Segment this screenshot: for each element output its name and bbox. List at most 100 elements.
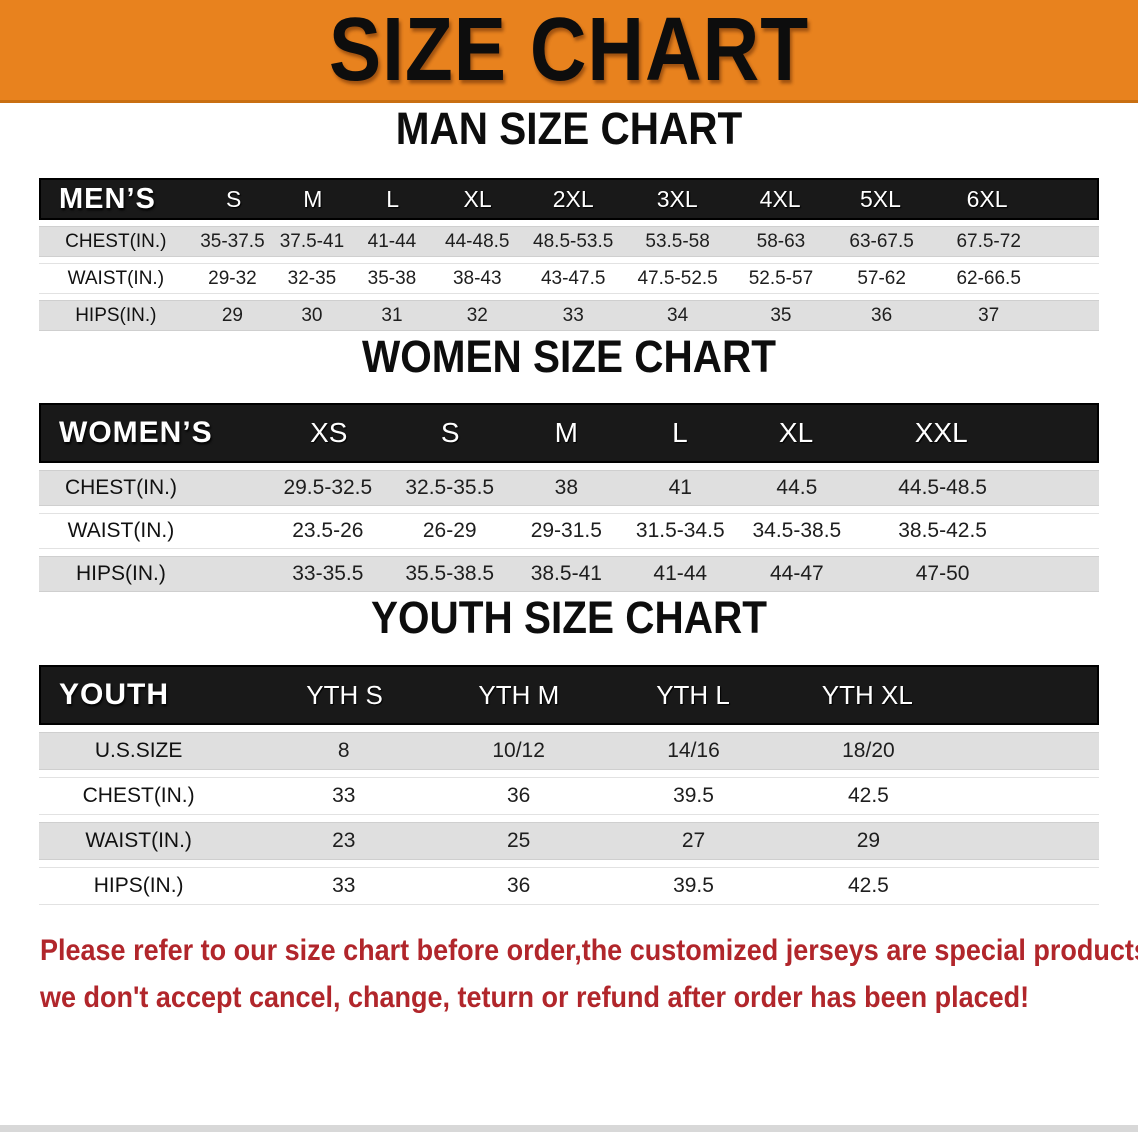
- size-value: 29.5-32.5: [283, 476, 373, 499]
- measurement-row: WAIST(IN.) 29-32 32-35 35-38 38-43 43-47.5 47.…: [39, 263, 1099, 294]
- size-chart-banner: SIZE CHART: [0, 0, 1138, 103]
- size-column-header: 6XL: [966, 185, 1008, 212]
- size-value: 37.5-41: [279, 230, 345, 252]
- size-value: 29-32: [208, 267, 257, 289]
- size-value: 47-50: [915, 562, 970, 585]
- size-column-header: L: [386, 185, 399, 212]
- size-value: 30: [301, 304, 323, 326]
- size-value: 29: [221, 304, 243, 326]
- size-column-header: XS: [310, 417, 348, 448]
- table-title: WOMEN’S: [59, 416, 213, 449]
- size-column-header: M: [554, 417, 578, 448]
- row-label: HIPS(IN.): [93, 874, 184, 897]
- size-column-header: YTH M: [478, 679, 560, 710]
- size-value: 14/16: [667, 739, 720, 762]
- size-value: 63-67.5: [849, 230, 914, 252]
- size-value: 57-62: [857, 267, 906, 289]
- size-value: 31: [381, 304, 403, 326]
- size-column-header: S: [440, 417, 460, 448]
- men-chart-heading: MAN SIZE CHART: [395, 103, 743, 154]
- size-column-header: M: [303, 185, 323, 212]
- women-size-table: WOMEN’S XS S M L XL XXL CHEST(IN.) 29.5-32.5 32.5…: [39, 403, 1099, 592]
- size-column-header: 4XL: [759, 185, 801, 212]
- row-label: HIPS(IN.): [76, 562, 166, 585]
- size-value: 10/12: [492, 739, 545, 762]
- row-label: CHEST(IN.): [64, 476, 177, 499]
- measurement-row: CHEST(IN.) 33 36 39.5 42.5: [39, 777, 1099, 815]
- size-value: 35.5-38.5: [405, 562, 495, 585]
- size-value: 43-47.5: [540, 267, 606, 289]
- measurement-row: WAIST(IN.) 23 25 27 29: [39, 822, 1099, 860]
- row-label: WAIST(IN.): [85, 829, 192, 852]
- row-label: WAIST(IN.): [67, 267, 165, 289]
- size-column-header: XL: [778, 417, 814, 448]
- size-value: 18/20: [842, 739, 895, 762]
- size-value: 23: [332, 829, 356, 852]
- size-value: 35: [770, 304, 792, 326]
- size-column-header: 5XL: [859, 185, 901, 212]
- size-value: 34: [667, 304, 689, 326]
- size-column-header: YTH L: [656, 679, 730, 710]
- size-value: 36: [871, 304, 893, 326]
- size-column-header: YTH XL: [821, 679, 913, 710]
- size-value: 52.5-57: [748, 267, 814, 289]
- size-value: 42.5: [847, 874, 889, 897]
- size-value: 34.5-38.5: [752, 519, 842, 542]
- size-value: 48.5-53.5: [533, 230, 614, 252]
- size-value: 44-47: [770, 562, 824, 585]
- disclaimer-line-2: we don't accept cancel, change, teturn o…: [40, 981, 1030, 1014]
- size-value: 44-48.5: [445, 230, 510, 252]
- size-value: 67.5-72: [956, 230, 1021, 252]
- size-value: 8: [337, 739, 350, 762]
- size-value: 31.5-34.5: [635, 519, 725, 542]
- size-value: 35-37.5: [200, 230, 265, 252]
- size-value: 44.5-48.5: [898, 476, 987, 499]
- size-value: 38.5-41: [530, 562, 602, 585]
- size-value: 32: [466, 304, 488, 326]
- size-value: 39.5: [673, 874, 714, 897]
- size-value: 35-38: [367, 267, 417, 289]
- size-value: 33-35.5: [292, 562, 364, 585]
- table-header-row: YOUTH YTH S YTH M YTH L YTH XL: [39, 665, 1099, 725]
- measurement-row: HIPS(IN.) 29 30 31 32 33 34 35 36 37: [39, 300, 1099, 331]
- size-column-header: S: [226, 185, 242, 212]
- table-header-row: WOMEN’S XS S M L XL XXL: [39, 403, 1099, 463]
- size-value: 32-35: [287, 267, 337, 289]
- disclaimer-line-1: Please refer to our size chart before or…: [40, 934, 1138, 967]
- size-value: 41: [668, 476, 692, 499]
- size-value: 38.5-42.5: [898, 519, 987, 542]
- size-value: 39.5: [673, 784, 714, 807]
- row-label: CHEST(IN.): [82, 784, 195, 807]
- size-value: 32.5-35.5: [405, 476, 495, 499]
- size-column-header: XL: [463, 185, 492, 212]
- order-disclaimer: Please refer to our size chart before or…: [40, 927, 1138, 1021]
- size-value: 37: [978, 304, 1000, 326]
- size-value: 36: [506, 784, 531, 807]
- women-chart-heading: WOMEN SIZE CHART: [362, 331, 776, 382]
- size-value: 41-44: [367, 230, 417, 252]
- size-value: 47.5-52.5: [637, 267, 718, 289]
- size-column-header: L: [672, 417, 688, 448]
- size-value: 38-43: [452, 267, 502, 289]
- row-label: U.S.SIZE: [94, 739, 183, 762]
- size-value: 41-44: [653, 562, 708, 585]
- size-value: 23.5-26: [292, 519, 364, 542]
- size-column-header: XXL: [914, 417, 968, 448]
- size-value: 26-29: [422, 519, 477, 542]
- measurement-row: CHEST(IN.) 29.5-32.5 32.5-35.5 38 41 44.5 44.5…: [39, 470, 1099, 506]
- size-value: 53.5-58: [645, 230, 710, 252]
- table-title: YOUTH: [59, 678, 169, 711]
- size-value: 58-63: [756, 230, 806, 252]
- size-value: 25: [506, 829, 531, 852]
- measurement-row: U.S.SIZE 8 10/12 14/16 18/20: [39, 732, 1099, 770]
- size-value: 42.5: [847, 784, 889, 807]
- page-title: SIZE CHART: [328, 0, 810, 100]
- table-title: MEN’S: [59, 182, 156, 215]
- size-value: 29-31.5: [530, 519, 602, 542]
- size-value: 44.5: [776, 476, 818, 499]
- size-value: 33: [332, 874, 356, 897]
- men-size-table: MEN’S S M L XL 2XL 3XL 4XL 5XL 6XL CHEST(IN.) 35-37…: [39, 178, 1099, 331]
- row-label: WAIST(IN.): [67, 519, 175, 542]
- size-value: 27: [681, 829, 706, 852]
- bottom-edge-bar: [0, 1125, 1138, 1132]
